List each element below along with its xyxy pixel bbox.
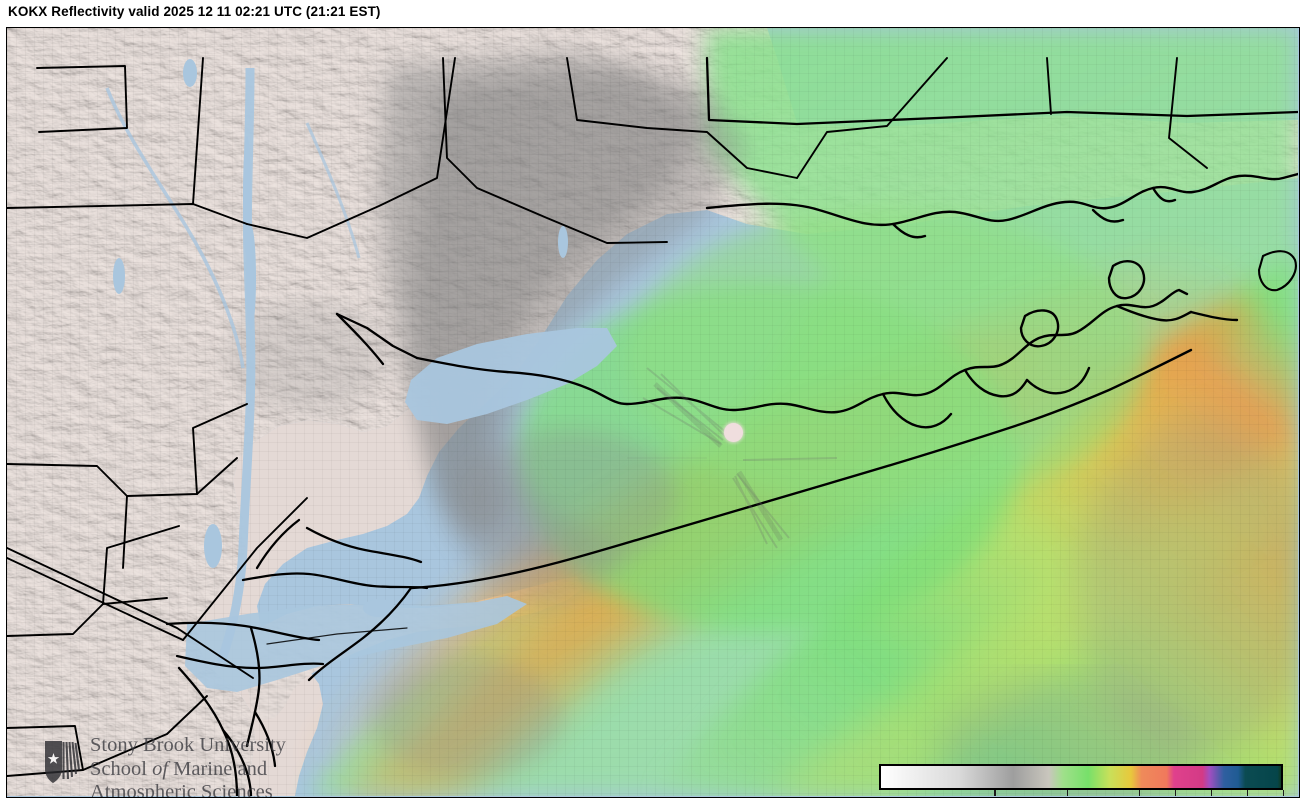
colorbar-tick [1210, 790, 1213, 796]
page-title: KOKX Reflectivity valid 2025 12 11 02:21… [8, 4, 381, 19]
colorbar-tick-label: 60 [1202, 795, 1219, 797]
colorbar-tick [1246, 790, 1249, 796]
colorbar-tick-label: 80 [1274, 795, 1291, 797]
radar-map-frame[interactable]: Stony Brook University School of Marine … [6, 27, 1300, 798]
new-jersey-coastline [221, 710, 277, 796]
long-island-coastline [409, 260, 1239, 590]
radar-map-canvas[interactable]: Stony Brook University School of Marine … [7, 28, 1298, 797]
political-boundaries-layer [7, 56, 1298, 796]
state-borders [335, 56, 1298, 360]
nyc-harbor-coastline [165, 312, 429, 796]
colorbar-tick-label: 20 [1058, 795, 1075, 797]
colorbar-tick [1283, 790, 1285, 796]
connecticut-coastline [705, 172, 1298, 239]
mainland-polygon [7, 28, 1298, 796]
colorbar-tick [994, 790, 996, 796]
map-annotation-line [266, 627, 408, 645]
radar-site-marker[interactable] [724, 423, 743, 442]
county-borders-southwest [7, 403, 248, 777]
colorbar-tick [1138, 790, 1141, 796]
colorbar-tick-label: 40 [1130, 795, 1147, 797]
colorbar-bar[interactable] [879, 764, 1283, 790]
colorbar-tick [1066, 790, 1068, 796]
colorbar-tick-label: 0 [990, 795, 999, 797]
colorbar-tick [1174, 790, 1177, 796]
header-bar: KOKX Reflectivity valid 2025 12 11 02:21… [0, 0, 1316, 26]
colorbar-tick-label: 50 [1166, 795, 1183, 797]
fishers-island [1257, 250, 1297, 292]
colorbar-legend[interactable]: 0 20 40 50 60 70 80 [873, 759, 1293, 797]
colorbar-gradient [881, 766, 1281, 788]
colorbar-tick-label: 70 [1238, 795, 1255, 797]
county-borders-northwest [7, 57, 1208, 679]
